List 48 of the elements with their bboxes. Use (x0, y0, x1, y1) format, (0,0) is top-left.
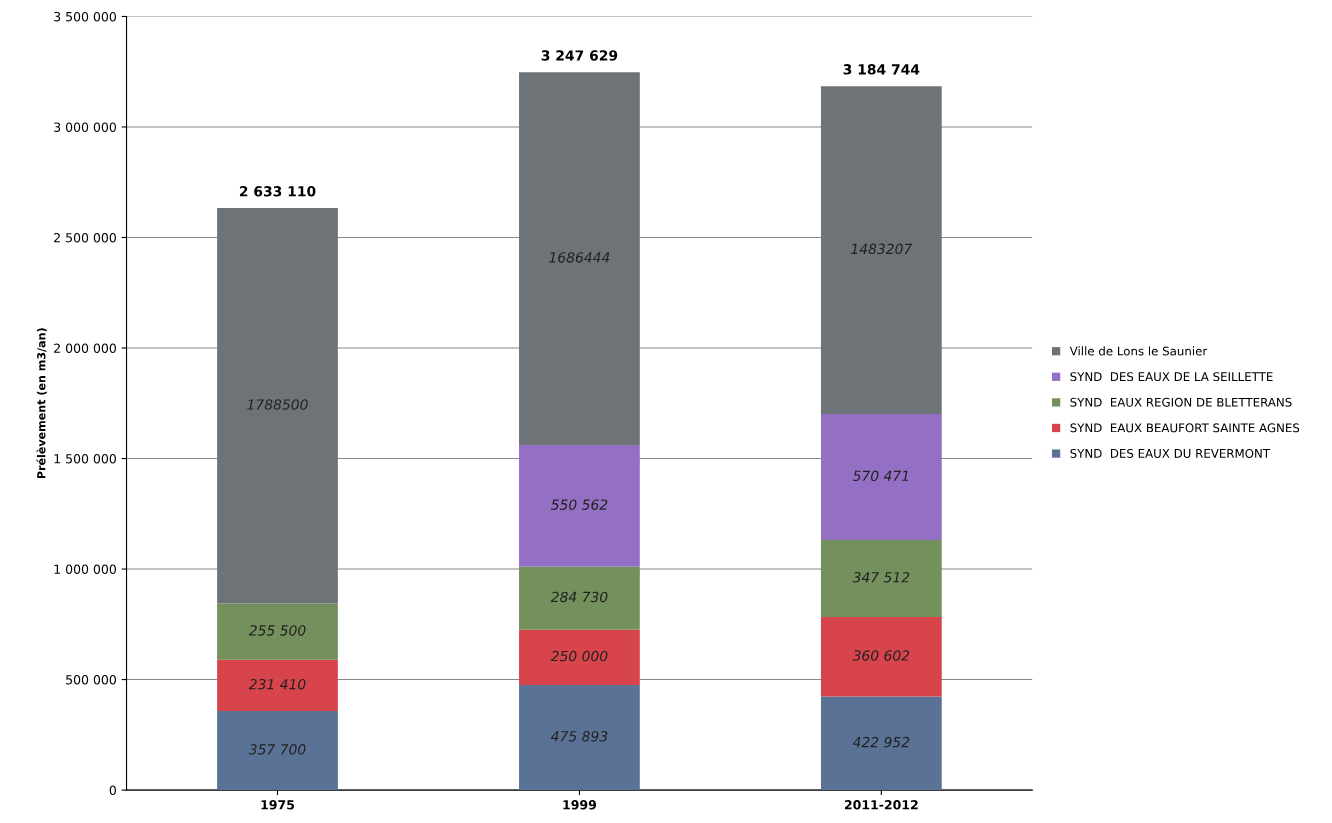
legend-label: SYND EAUX REGION DE BLETTERANS (1070, 397, 1292, 407)
legend-label: SYND DES EAUX DE LA SEILLETTE (1070, 372, 1273, 382)
y-tick-label: 2 000 000 (54, 343, 116, 353)
data-label: 570 471 (852, 470, 908, 482)
data-label: 1788500 (247, 399, 308, 410)
bar (820, 696, 942, 791)
data-label: 422 952 (852, 736, 910, 748)
legend-label: Ville de Lons le Saunier (1069, 346, 1208, 356)
x-tick-label: 1975 (261, 800, 295, 810)
bar (217, 603, 338, 660)
bar (820, 413, 942, 541)
y-tick-label: 1 500 000 (54, 454, 116, 464)
data-label: 1483207 (851, 243, 913, 255)
data-label: 475 893 (550, 731, 608, 742)
bar (217, 659, 338, 712)
bar (217, 711, 338, 791)
bar (519, 684, 640, 791)
total-label: 3 247 629 (541, 50, 618, 61)
y-tick-label: 1 000 000 (54, 564, 116, 574)
x-tick-label: 1999 (563, 800, 597, 810)
y-tick-label: 0 (109, 785, 116, 796)
y-tick-label: 2 500 000 (54, 232, 116, 243)
y-tick-label: 3 000 000 (54, 122, 116, 132)
data-label: 357 700 (248, 744, 306, 755)
data-label: 360 602 (852, 650, 910, 661)
y-tick-label: 3 500 000 (54, 11, 116, 22)
bar (519, 72, 640, 445)
y-axis-title: Prélèvement (en m3/an) (36, 328, 47, 479)
bar (519, 445, 640, 567)
bar (820, 616, 942, 697)
bar (820, 86, 942, 414)
x-tick-label: 2011-2012 (844, 800, 918, 810)
data-label: 1686444 (549, 252, 610, 263)
legend-label: SYND EAUX BEAUFORT SAINTE AGNES (1070, 423, 1300, 433)
legend-label: SYND DES EAUX DU REVERMONT (1070, 448, 1271, 458)
bar (519, 566, 640, 630)
total-label: 2 633 110 (239, 186, 316, 197)
total-label: 3 184 744 (843, 64, 920, 75)
data-label: 284 730 (550, 591, 608, 603)
bar (820, 540, 942, 617)
data-label: 250 000 (550, 650, 608, 662)
y-tick-label: 500 000 (66, 675, 116, 685)
bar (519, 629, 640, 685)
data-label: 231 410 (248, 678, 306, 690)
data-label: 550 562 (550, 499, 608, 510)
data-label: 347 512 (852, 572, 910, 583)
data-label: 255 500 (248, 625, 306, 636)
bar (217, 208, 338, 604)
